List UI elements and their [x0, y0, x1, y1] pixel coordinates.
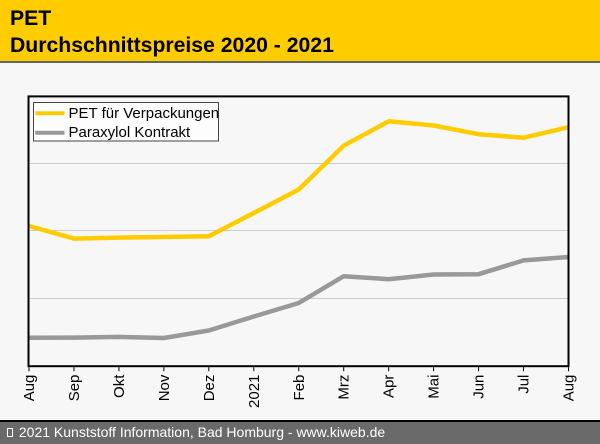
- svg-text:Dez: Dez: [201, 375, 218, 402]
- svg-text:Feb: Feb: [291, 375, 308, 401]
- svg-text:Jun: Jun: [471, 375, 488, 399]
- svg-text:Okt: Okt: [111, 374, 128, 398]
- svg-text:PET für Verpackungen: PET für Verpackungen: [69, 105, 220, 122]
- svg-text:Mrz: Mrz: [336, 375, 353, 400]
- svg-text:Mai: Mai: [426, 375, 443, 399]
- svg-text:Paraxylol Kontrakt: Paraxylol Kontrakt: [69, 124, 192, 141]
- svg-text:Aug: Aug: [21, 375, 38, 402]
- svg-text:Jul: Jul: [516, 375, 533, 394]
- svg-text:2021: 2021: [246, 375, 263, 408]
- svg-text:Sep: Sep: [66, 375, 83, 402]
- svg-text:Aug: Aug: [561, 375, 578, 402]
- svg-text:Apr: Apr: [381, 375, 398, 398]
- svg-text:Nov: Nov: [156, 374, 173, 401]
